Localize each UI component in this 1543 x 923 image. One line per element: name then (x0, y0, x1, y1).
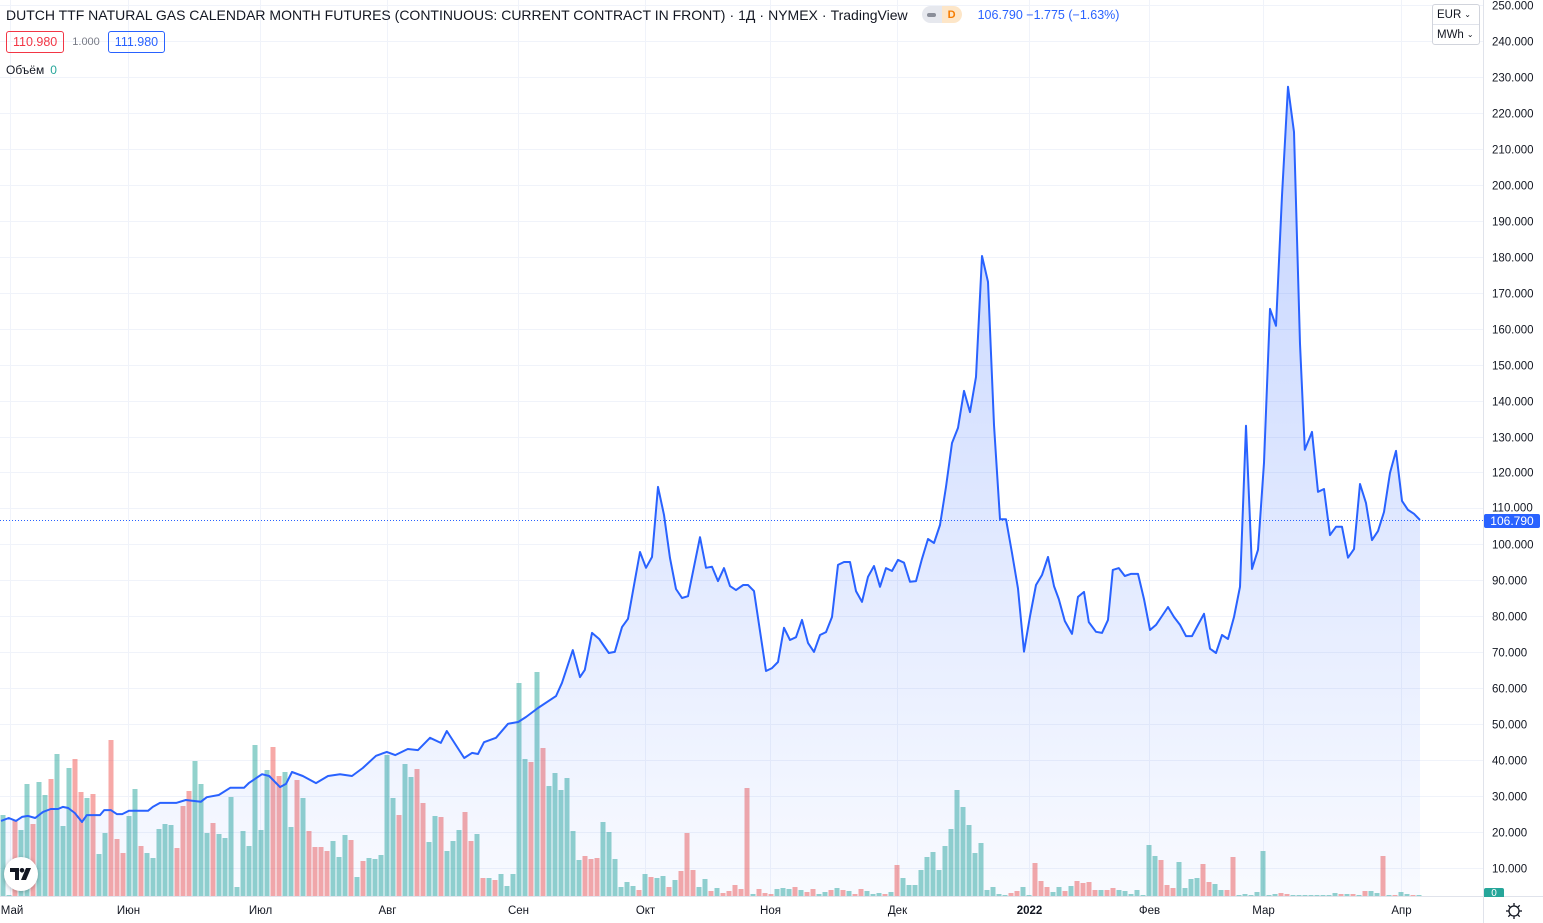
settings-gear-icon[interactable] (1505, 902, 1523, 920)
last-price-axis-label: 106.790 (1484, 514, 1540, 528)
price-tick-label: 230.000 (1492, 73, 1534, 85)
price-tick-label: 90.000 (1492, 576, 1527, 588)
price-tick-label: 180.000 (1492, 253, 1534, 265)
time-tick-label: Май (1, 905, 24, 917)
price-tick-label: 20.000 (1492, 828, 1527, 840)
price-tick-label: 120.000 (1492, 468, 1534, 480)
time-tick-label: Июн (117, 905, 140, 917)
time-tick-label: Сен (508, 905, 529, 917)
separator: · (759, 6, 765, 23)
price-tick-label: 140.000 (1492, 397, 1534, 409)
price-tick-label: 30.000 (1492, 792, 1527, 804)
market-status-badge[interactable]: D (921, 6, 962, 23)
time-tick-label: Мар (1252, 905, 1275, 917)
tradingview-logo[interactable] (4, 857, 38, 891)
chart-legend-title: DUTCH TTF NATURAL GAS CALENDAR MONTH FUT… (6, 6, 1119, 23)
time-tick-label: Окт (636, 905, 656, 917)
price-line (0, 85, 1421, 823)
trade-buttons: 110.980 1.000 111.980 (6, 31, 166, 53)
price-tick-label: 150.000 (1492, 361, 1534, 373)
currency-unit-selector: EUR ⌄ MWh ⌄ (1432, 4, 1480, 45)
currency-dropdown[interactable]: EUR ⌄ (1433, 5, 1479, 24)
exchange-label: NYMEX (768, 6, 818, 23)
price-tick-label: 250.000 (1492, 1, 1534, 13)
tradingview-logo-icon (10, 868, 31, 880)
price-area-fill (1, 86, 1420, 896)
unit-value: MWh (1437, 28, 1464, 41)
sell-button[interactable]: 110.980 (6, 31, 65, 53)
price-tick-label: 40.000 (1492, 756, 1527, 768)
spread-value: 1.000 (72, 36, 100, 48)
grid-lines (0, 0, 1483, 896)
price-tick-label: 220.000 (1492, 109, 1534, 121)
delayed-data-icon: D (941, 6, 962, 23)
time-tick-label: Ноя (760, 905, 781, 917)
time-tick-label: Апр (1391, 905, 1411, 917)
time-tick-label: 2022 (1017, 905, 1043, 917)
price-tick-label: 200.000 (1492, 181, 1534, 193)
time-axis[interactable]: Май Июн Июл Авг Сен Окт Ноя Дек 2022 Фев Мар Апр (1, 905, 1412, 917)
symbol-title[interactable]: DUTCH TTF NATURAL GAS CALENDAR MONTH FUT… (6, 6, 726, 23)
price-tick-label: 210.000 (1492, 145, 1534, 157)
price-tick-label: 170.000 (1492, 289, 1534, 301)
price-change-percent: (−1.63%) (1068, 7, 1120, 22)
price-tick-label: 50.000 (1492, 720, 1527, 732)
price-change: −1.775 (1026, 7, 1065, 22)
price-tick-label: 70.000 (1492, 648, 1527, 660)
buy-button[interactable]: 111.980 (107, 31, 166, 53)
unit-dropdown[interactable]: MWh ⌄ (1433, 24, 1479, 44)
price-tick-label: 130.000 (1492, 433, 1534, 445)
price-tick-label: 240.000 (1492, 37, 1534, 49)
market-closed-icon (921, 6, 942, 23)
time-tick-label: Фев (1139, 905, 1160, 917)
separator: · (729, 6, 735, 23)
time-tick-label: Июл (249, 905, 272, 917)
price-tick-label: 60.000 (1492, 684, 1527, 696)
source-label: TradingView (830, 6, 908, 23)
separator: · (821, 6, 827, 23)
interval-label[interactable]: 1Д (738, 6, 756, 23)
price-axis[interactable]: 10.000 20.000 30.000 40.000 50.000 60.000 70.0… (1492, 1, 1534, 876)
last-price: 106.790 (977, 7, 1023, 22)
quote-values: 106.790 −1.775 (−1.63%) (978, 8, 1120, 22)
price-tick-label: 10.000 (1492, 864, 1527, 876)
volume-legend[interactable]: Объём 0 (6, 63, 57, 77)
volume-axis-label: 0 (1484, 888, 1504, 897)
volume-value: 0 (50, 63, 57, 77)
chevron-down-icon: ⌄ (1464, 10, 1471, 19)
price-tick-label: 160.000 (1492, 325, 1534, 337)
price-tick-label: 100.000 (1492, 540, 1534, 552)
price-tick-label: 80.000 (1492, 612, 1527, 624)
time-tick-label: Авг (379, 905, 397, 917)
currency-value: EUR (1437, 8, 1462, 21)
volume-label: Объём (6, 63, 45, 77)
chevron-down-icon: ⌄ (1466, 30, 1474, 39)
time-tick-label: Дек (888, 905, 908, 917)
price-tick-label: 110.000 (1492, 502, 1533, 514)
price-tick-label: 190.000 (1492, 217, 1534, 229)
